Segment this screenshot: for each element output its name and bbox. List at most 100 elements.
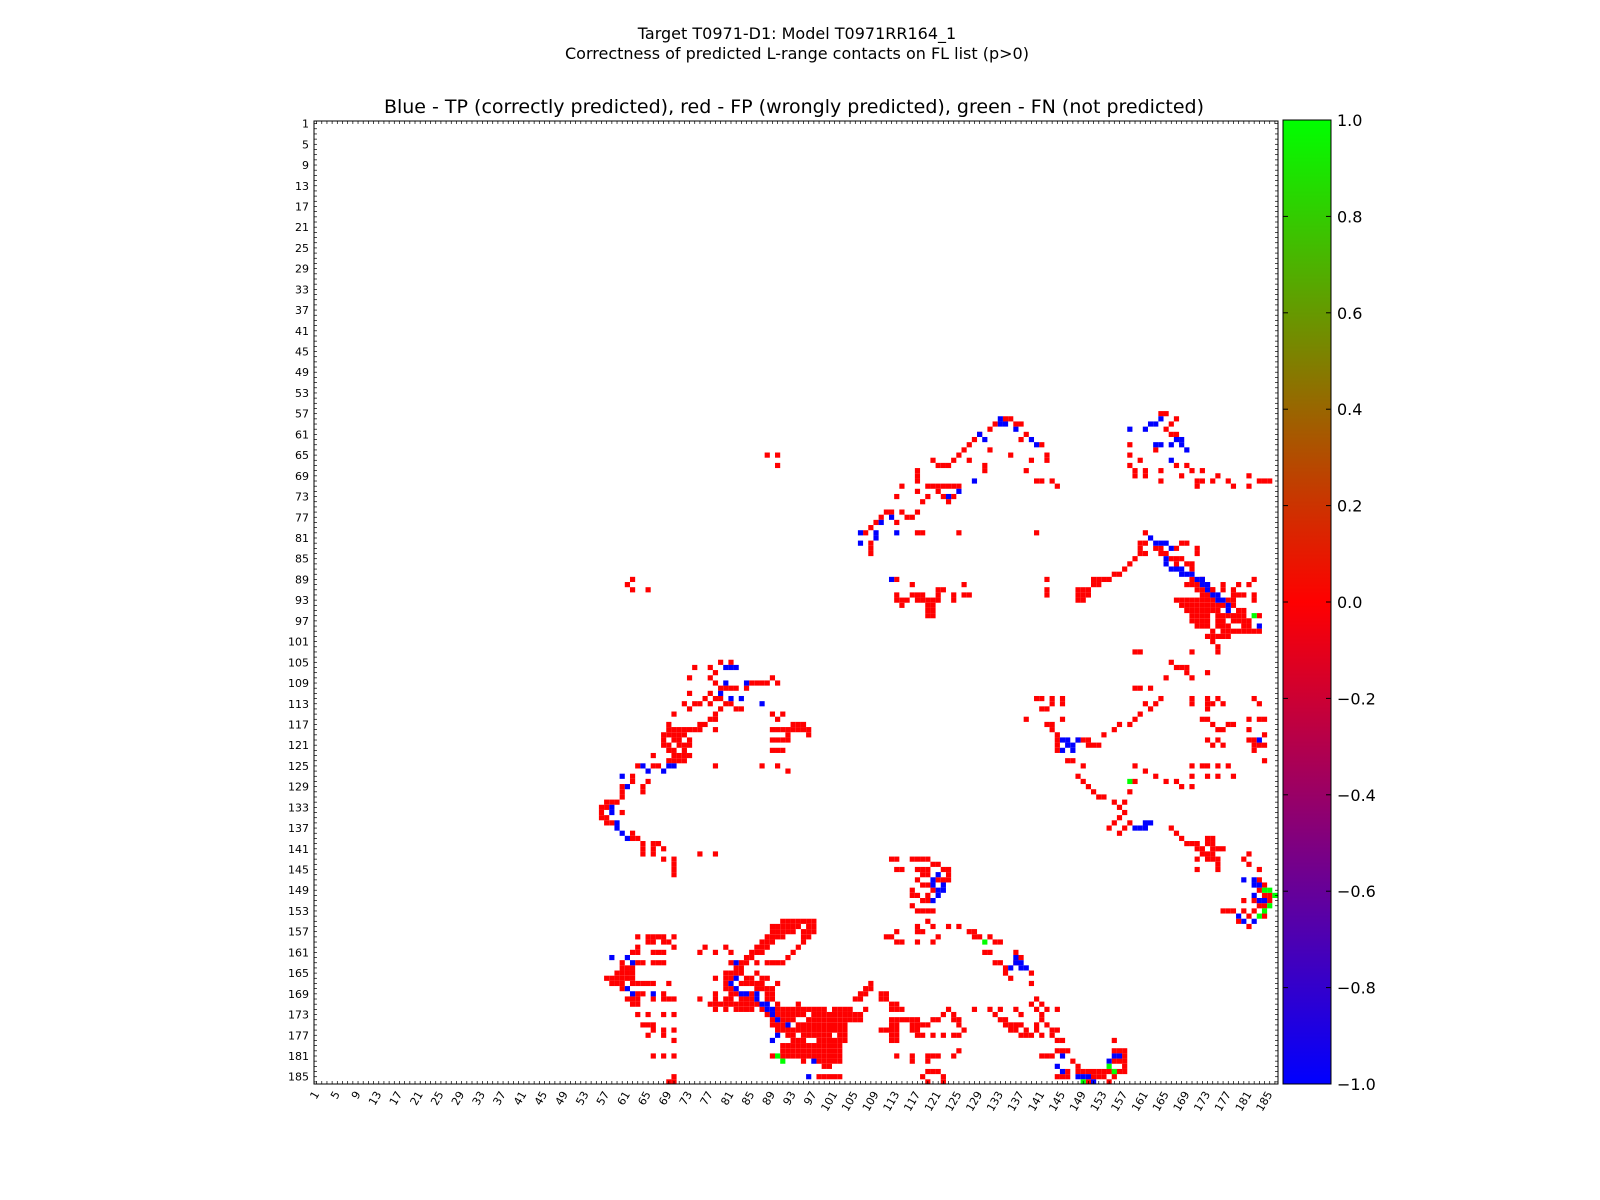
contact-cell-red	[1137, 649, 1143, 655]
contact-cell-red	[650, 996, 656, 1002]
contact-cell-red	[1034, 1027, 1040, 1033]
contact-cell-red	[961, 582, 967, 588]
contact-cell-red	[1230, 597, 1237, 603]
contact-cell-red	[629, 778, 636, 785]
y-tick-label: 5	[302, 138, 309, 151]
contact-cell-red	[992, 939, 998, 945]
contact-cell-red	[920, 499, 926, 505]
contact-cell-red	[1241, 628, 1247, 634]
contact-cell-blue	[614, 820, 620, 826]
contact-cell-red	[832, 1037, 838, 1044]
contact-cell-red	[650, 934, 656, 940]
y-tick-label: 133	[288, 801, 309, 814]
contact-cell-red	[1080, 778, 1086, 785]
contact-cell-red	[775, 462, 781, 469]
contact-cell-red	[1039, 695, 1045, 702]
contact-cell-red	[1132, 716, 1138, 722]
contact-cell-red	[671, 727, 677, 733]
contact-cell-blue	[1059, 747, 1066, 753]
contact-cell-red	[718, 659, 724, 665]
y-tick-label: 125	[288, 760, 309, 773]
contact-cell-red	[629, 835, 636, 842]
y-tick-label: 173	[288, 1009, 309, 1022]
contact-cell-blue	[609, 954, 615, 961]
contact-cell-blue	[894, 530, 900, 536]
contact-cell-red	[1261, 478, 1268, 484]
contact-cell-red	[925, 898, 931, 904]
contact-cell-red	[1153, 701, 1159, 707]
contact-cell-red	[1210, 633, 1216, 639]
x-tick-label: 93	[780, 1089, 798, 1108]
contact-cell-red	[775, 763, 781, 769]
contact-cell-red	[769, 923, 776, 930]
contact-cell-red	[1246, 628, 1252, 634]
contact-cell-red	[1013, 949, 1019, 955]
contact-cell-red	[1122, 1048, 1128, 1054]
contact-cell-red	[614, 799, 620, 805]
x-tick-label: 13	[366, 1089, 384, 1108]
contact-cell-red	[894, 592, 900, 598]
contact-cell-red	[800, 1058, 807, 1064]
contact-cell-blue	[1153, 421, 1159, 427]
contact-cell-red	[920, 898, 926, 904]
contact-cell-red	[1137, 685, 1143, 691]
x-tick-label: 185	[1254, 1089, 1276, 1114]
contact-cell-red	[1220, 846, 1226, 852]
contact-cell-red	[1230, 602, 1237, 608]
contact-cell-red	[780, 1048, 786, 1054]
contact-cell-red	[857, 1011, 864, 1018]
contact-cell-red	[1215, 846, 1221, 852]
contact-cell-red	[1225, 623, 1231, 629]
contact-cell-red	[686, 675, 693, 681]
contact-cell-red	[1184, 602, 1190, 608]
contact-cell-red	[1236, 613, 1242, 619]
contact-cell-red	[692, 727, 698, 733]
contact-cell-red	[1220, 618, 1226, 624]
contact-cell-red	[1044, 1006, 1050, 1012]
contact-cell-red	[800, 1037, 807, 1044]
contact-cell-red	[800, 727, 807, 733]
contact-cell-red	[935, 934, 941, 940]
contact-cell-red	[785, 923, 791, 930]
x-tick-label: 109	[860, 1089, 882, 1114]
contact-cell-red	[743, 1001, 750, 1007]
contact-cell-red	[1246, 737, 1252, 743]
contact-cell-red	[790, 1017, 796, 1023]
contact-cell-red	[661, 737, 667, 743]
contact-cell-red	[650, 1053, 656, 1059]
contact-cell-red	[878, 996, 884, 1002]
contact-cell-red	[624, 582, 630, 588]
contact-cell-red	[1261, 913, 1268, 919]
contact-cell-red	[1008, 1027, 1014, 1033]
contact-cell-red	[728, 996, 734, 1002]
contact-cell-red	[1116, 830, 1123, 836]
contact-cell-red	[635, 996, 641, 1002]
contact-cell-blue	[1251, 882, 1257, 888]
contact-cell-red	[1168, 421, 1174, 427]
contact-cell-red	[629, 773, 636, 779]
contact-cell-red	[1049, 727, 1055, 733]
contact-cell-red	[1173, 462, 1180, 469]
contact-cell-red	[702, 944, 708, 950]
contact-cell-red	[1220, 633, 1226, 639]
contact-cell-red	[1256, 478, 1262, 484]
contact-cell-red	[738, 996, 744, 1002]
contact-cell-red	[1085, 742, 1091, 748]
contact-cell-red	[826, 1017, 832, 1023]
contact-cell-red	[790, 1006, 796, 1012]
contact-cell-red	[1215, 649, 1221, 655]
contact-cell-red	[1194, 545, 1200, 551]
contact-cell-red	[842, 1006, 848, 1012]
contact-cell-red	[1204, 607, 1211, 614]
contact-cell-red	[1044, 592, 1050, 598]
contact-cell-red	[1018, 1011, 1024, 1018]
contact-cell-red	[671, 996, 677, 1002]
contact-cell-red	[1204, 856, 1211, 862]
contact-cell-red	[951, 1032, 957, 1038]
contact-cell-red	[930, 457, 936, 463]
contact-cell-red	[609, 799, 615, 805]
contact-cell-red	[816, 1006, 822, 1012]
contact-cell-red	[1261, 903, 1268, 909]
contact-cell-red	[1256, 613, 1262, 619]
contact-cell-red	[1158, 550, 1164, 557]
